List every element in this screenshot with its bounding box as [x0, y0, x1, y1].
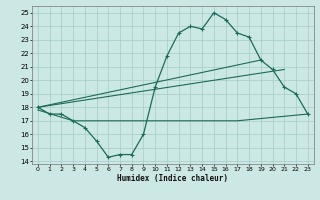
X-axis label: Humidex (Indice chaleur): Humidex (Indice chaleur) [117, 174, 228, 183]
